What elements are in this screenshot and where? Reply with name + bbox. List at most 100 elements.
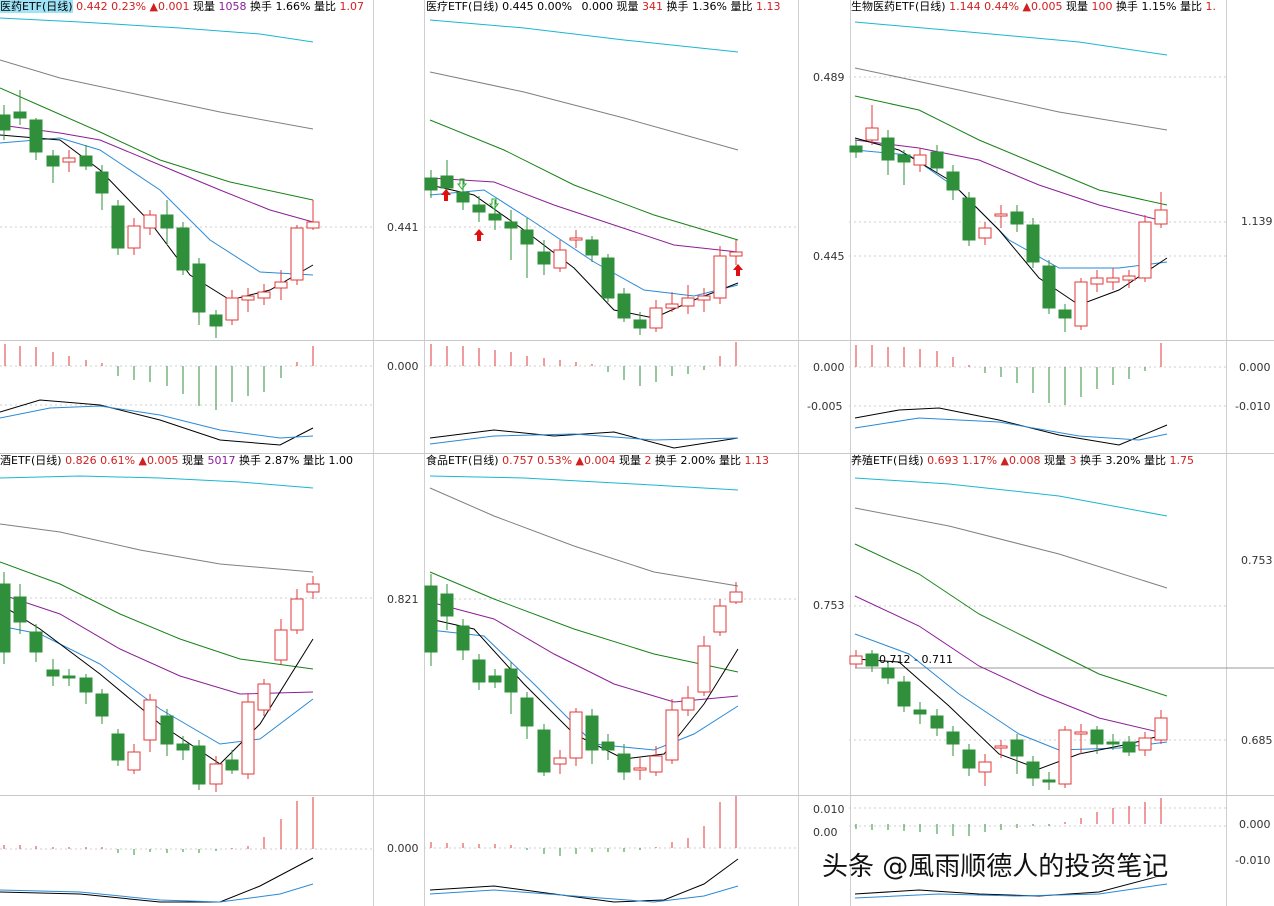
ma120-line — [0, 17, 314, 43]
candle-body — [29, 119, 43, 153]
candle-body — [79, 677, 93, 693]
ma10-line — [429, 189, 739, 297]
candle-body — [849, 655, 863, 665]
candle-body — [978, 761, 992, 773]
candle-body — [488, 675, 502, 683]
candlestick-chart[interactable] — [0, 454, 373, 906]
chart-panel-yangzhi[interactable]: 0.753 0.010 0.00 0.753 0.685 0.000 -0.01… — [799, 454, 1274, 906]
macd-axis-label: 0.000 — [813, 361, 845, 374]
candle-body — [946, 731, 960, 745]
chart-panel-shengwu[interactable]: 0.489 0.445 0.000 -0.005 1.139 0.000 -0.… — [799, 0, 1274, 453]
etf-name[interactable]: 生物医药ETF(日线) — [851, 0, 946, 13]
pct-change: 1.17% — [962, 454, 998, 467]
candle-body — [1074, 281, 1088, 327]
pct-change: 0.61% — [100, 454, 136, 467]
macd-axis-label: 0.010 — [813, 803, 845, 816]
ma120-line — [854, 477, 1168, 517]
ma60-line — [0, 59, 314, 130]
ma30-line — [429, 571, 739, 673]
ratio-value: 1.13 — [756, 0, 781, 13]
candle-body — [306, 583, 320, 593]
macd-dif-line — [429, 858, 739, 903]
candle-body — [241, 701, 255, 775]
candle-body — [127, 751, 141, 771]
etf-name[interactable]: 医疗ETF(日线) — [426, 0, 499, 13]
candle-body — [274, 629, 288, 661]
candle-body — [46, 669, 60, 677]
candle-body — [1058, 729, 1072, 785]
candlestick-chart[interactable] — [374, 454, 798, 906]
price-axis-label: 0.489 — [813, 71, 845, 84]
ma5-line — [0, 603, 314, 765]
candle-body — [729, 591, 743, 603]
candle-body — [665, 303, 679, 309]
turnover-value: 1.66% — [275, 0, 311, 13]
abs-change: ▲0.005 — [1022, 0, 1063, 13]
candle-body — [225, 759, 239, 771]
ma120-line — [854, 21, 1168, 56]
candle-body — [1090, 729, 1104, 745]
candle-body — [520, 229, 534, 245]
ma20-line — [0, 593, 314, 695]
candle-body — [1154, 717, 1168, 741]
candle-body — [62, 157, 76, 163]
candle-body — [1010, 211, 1024, 225]
row-divider — [0, 340, 1274, 341]
candle-body — [585, 715, 599, 751]
ratio-label: 量比 — [1143, 454, 1166, 467]
etf-name[interactable]: 医药ETF(日线) — [0, 0, 73, 13]
etf-name[interactable]: 食品ETF(日线) — [426, 454, 499, 467]
candle-body — [79, 155, 93, 167]
ma60-line — [0, 523, 314, 573]
pct-change: 0.00% — [537, 0, 573, 13]
candlestick-chart[interactable] — [799, 454, 1274, 906]
macd-dea-line — [854, 417, 1168, 441]
candle-body — [1154, 209, 1168, 225]
vol-label: 现量 — [616, 0, 639, 13]
panel-header: 养殖ETF(日线) 0.693 1.17% ▲0.008 现量 3 换手 3.2… — [851, 454, 1194, 468]
panel-header: 生物医药ETF(日线) 1.144 0.44% ▲0.005 现量 100 换手… — [851, 0, 1223, 14]
vol-label: 现量 — [193, 0, 215, 13]
ma120-line — [0, 475, 314, 489]
candle-body — [633, 767, 647, 771]
candle-body — [1042, 779, 1056, 783]
abs-change: ▲0.001 — [149, 0, 190, 13]
turnover-value: 2.00% — [680, 454, 716, 467]
candlestick-chart[interactable] — [374, 0, 798, 453]
chart-panel-yiliao[interactable]: 0.441 0.000 医疗ETF(日线) 0.445 0.00% 0.000 … — [374, 0, 798, 453]
candle-body — [472, 204, 486, 213]
chart-panel-jiu[interactable]: 酒ETF(日线) 0.826 0.61% ▲0.005 现量 5017 换手 2… — [0, 454, 373, 906]
candle-body — [1026, 761, 1040, 779]
ratio-label: 量比 — [718, 454, 741, 467]
candle-body — [1042, 265, 1056, 309]
abs-change: ▲0.004 — [575, 454, 616, 467]
chart-panel-shipin[interactable]: 0.821 0.000 食品ETF(日线) 0.757 0.53% ▲0.004… — [374, 454, 798, 906]
candlestick-chart[interactable] — [0, 0, 373, 453]
candle-body — [1106, 741, 1120, 745]
far-macd-label: 0.000 — [1239, 361, 1271, 374]
candle-body — [160, 715, 174, 745]
panel-header: 医药ETF(日线) 0.442 0.23% ▲0.001 现量 1058 换手 … — [0, 0, 364, 14]
candle-body — [865, 653, 879, 667]
candlestick-chart[interactable] — [799, 0, 1274, 453]
macd-dea-line — [429, 433, 739, 445]
buy-arrow-icon — [441, 189, 451, 201]
ratio-label: 量比 — [1179, 0, 1202, 13]
candle-body — [95, 693, 109, 717]
candle-body — [209, 314, 223, 327]
panel-header: 医疗ETF(日线) 0.445 0.00% 0.000 现量 341 换手 1.… — [426, 0, 781, 14]
macd-dea-line — [429, 885, 739, 903]
turnover-value: 1.36% — [692, 0, 727, 13]
pct-change: 0.44% — [984, 0, 1020, 13]
candle-body — [440, 175, 454, 189]
candle-body — [601, 741, 615, 751]
price-axis-label: 0.441 — [387, 221, 419, 234]
chart-panel-yiyao[interactable]: 医药ETF(日线) 0.442 0.23% ▲0.001 现量 1058 换手 … — [0, 0, 373, 453]
etf-name[interactable]: 养殖ETF(日线) — [851, 454, 924, 467]
watermark: 头条 @風雨顺德人的投资笔记 — [822, 852, 1169, 882]
buy-arrow-icon — [733, 264, 743, 276]
etf-name[interactable]: 酒ETF(日线) — [0, 454, 62, 467]
vol-label: 现量 — [182, 454, 204, 467]
candle-body — [488, 213, 502, 221]
candle-body — [994, 213, 1008, 217]
